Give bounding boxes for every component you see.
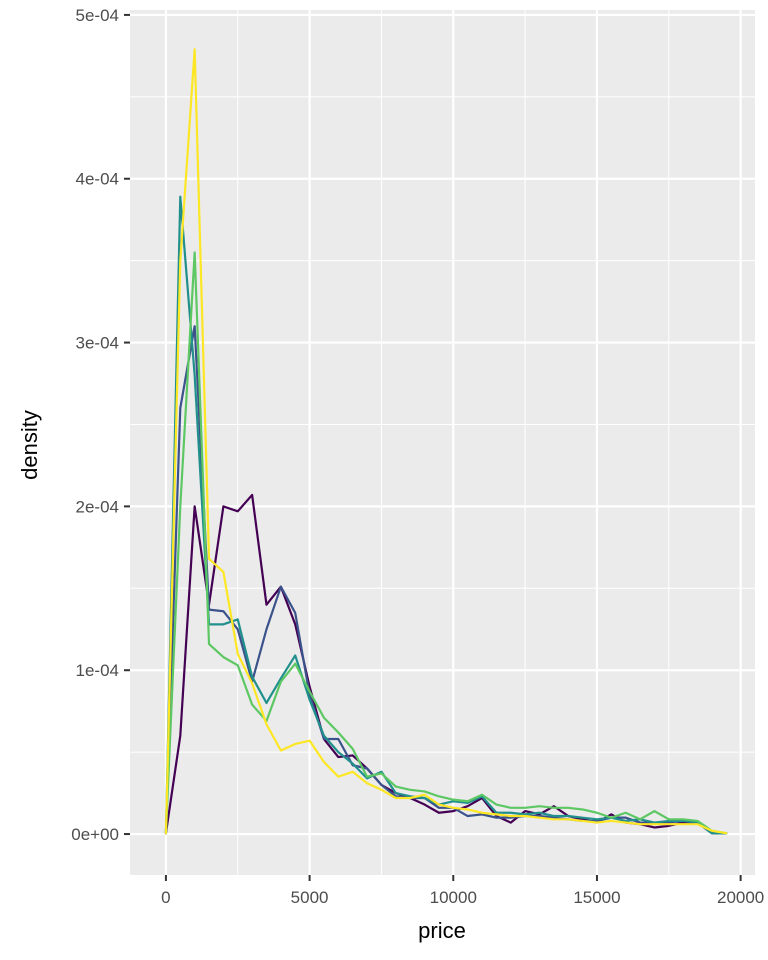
y-tick-label: 3e-04 — [76, 334, 119, 353]
major-gridlines — [130, 10, 755, 875]
series-lines — [164, 48, 728, 835]
series-line-5 — [164, 48, 728, 835]
x-tick-label: 20000 — [717, 888, 764, 907]
plot-panel — [130, 10, 755, 875]
y-axis: 0e+00 1e-04 2e-04 3e-04 4e-04 5e-04 — [71, 6, 130, 844]
y-tick-label: 2e-04 — [76, 497, 119, 516]
x-tick-label: 5000 — [291, 888, 329, 907]
y-tick-label: 5e-04 — [76, 6, 119, 25]
series-line-3 — [164, 195, 728, 835]
minor-gridlines — [130, 10, 755, 875]
x-tick-label: 10000 — [430, 888, 477, 907]
x-tick-label: 0 — [161, 888, 170, 907]
series-line-4 — [164, 251, 728, 835]
y-tick-label: 4e-04 — [76, 170, 119, 189]
y-tick-label: 0e+00 — [71, 825, 119, 844]
y-axis-title: density — [17, 410, 42, 480]
y-tick-label: 1e-04 — [76, 661, 119, 680]
x-axis-title: price — [418, 918, 466, 943]
x-tick-label: 15000 — [573, 888, 620, 907]
x-axis: 0 5000 10000 15000 20000 — [161, 875, 764, 907]
